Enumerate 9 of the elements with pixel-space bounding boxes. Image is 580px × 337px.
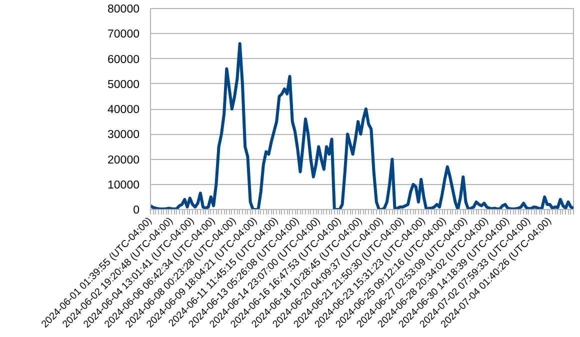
y-tick-label: 70000 — [108, 28, 140, 41]
y-tick-label: 0 — [133, 204, 140, 216]
y-tick-label: 50000 — [108, 78, 140, 91]
y-tick-label: 30000 — [108, 129, 140, 142]
y-tick-label: 80000 — [108, 4, 140, 16]
y-tick-label: 20000 — [108, 154, 140, 166]
y-tick-label: 10000 — [108, 179, 140, 192]
y-tick-label: 40000 — [108, 104, 140, 116]
y-tick-label: 60000 — [108, 54, 140, 66]
